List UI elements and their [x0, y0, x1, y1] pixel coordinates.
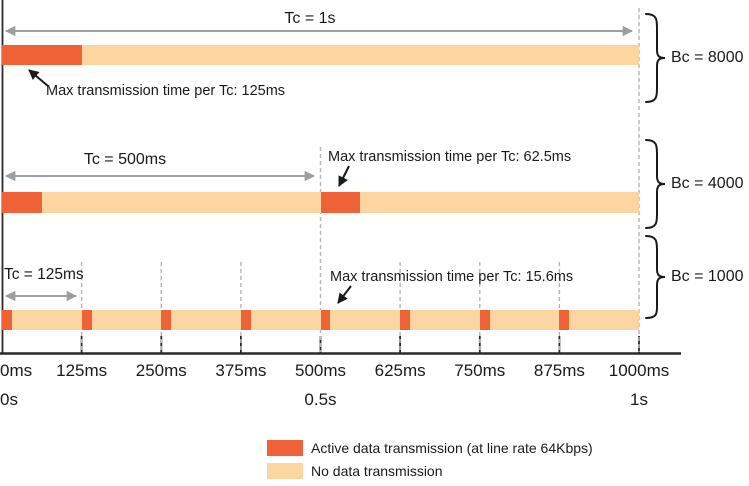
timeline-bar-bc8000	[2, 45, 639, 65]
bc-label-row2: Bc = 4000	[671, 175, 744, 192]
legend-item-active: Active data transmission (at line rate 6…	[267, 440, 593, 456]
active-burst-segment	[2, 45, 82, 65]
axis-tick-label-seconds: 0s	[0, 390, 18, 409]
axis-tick-label-seconds: 1s	[630, 390, 648, 409]
active-burst-segment	[320, 192, 361, 213]
legend-swatch-active-transmission	[267, 440, 303, 456]
axis-tick-label-seconds: 0.5s	[304, 390, 337, 409]
annotation-arrow-row3	[337, 285, 352, 304]
annotation-arrow-row2	[338, 165, 350, 187]
bc-label-row1: Bc = 8000	[671, 49, 744, 66]
active-burst-segment	[240, 310, 251, 330]
axis-tick-label-ms: 250ms	[135, 361, 187, 380]
active-burst-segment	[2, 310, 12, 330]
timeline-bar-bc4000	[2, 192, 639, 213]
active-burst-segment	[320, 310, 331, 330]
axis-tick-label-ms: 125ms	[56, 361, 108, 380]
legend: Active data transmission (at line rate 6…	[267, 440, 593, 486]
annotation-row3: Max transmission time per Tc: 15.6ms	[330, 269, 574, 285]
timeline-bar-bc1000	[2, 310, 639, 330]
bc-8000-brace	[645, 13, 666, 103]
annotation-row2: Max transmission time per Tc: 62.5ms	[328, 149, 572, 165]
axis-tick-label-ms: 500ms	[294, 361, 347, 380]
active-burst-segment	[400, 310, 411, 330]
active-burst-segment	[161, 310, 172, 330]
annotation-row1: Max transmission time per Tc: 125ms	[46, 83, 286, 99]
bc-1000-brace	[645, 235, 666, 319]
axis-tick-label-ms: 1000ms	[608, 361, 670, 380]
tc-label-row2: Tc = 500ms	[83, 151, 167, 168]
tc-label-row1: Tc = 1s	[284, 10, 336, 27]
active-burst-segment	[479, 310, 490, 330]
axis-tick-label-ms: 875ms	[533, 361, 585, 380]
bc-4000-brace	[645, 139, 666, 229]
axis-tick-label-ms: 0ms	[0, 361, 33, 380]
legend-item-idle: No data transmission	[267, 463, 593, 479]
legend-swatch-no-transmission	[267, 463, 303, 479]
tc-label-row3: Tc = 125ms	[4, 266, 84, 283]
axis-ticks	[80, 336, 640, 353]
legend-label-active-transmission: Active data transmission (at line rate 6…	[311, 440, 593, 456]
bc-label-row3: Bc = 1000	[671, 268, 744, 285]
active-burst-segment	[2, 192, 42, 213]
legend-label-no-transmission: No data transmission	[311, 463, 443, 479]
axis-tick-label-ms: 625ms	[374, 361, 426, 380]
active-burst-segment	[559, 310, 570, 330]
axis-tick-label-ms: 375ms	[215, 361, 267, 380]
axis-tick-label-ms: 750ms	[454, 361, 506, 380]
active-burst-segment	[81, 310, 92, 330]
bc-braces	[645, 13, 666, 319]
